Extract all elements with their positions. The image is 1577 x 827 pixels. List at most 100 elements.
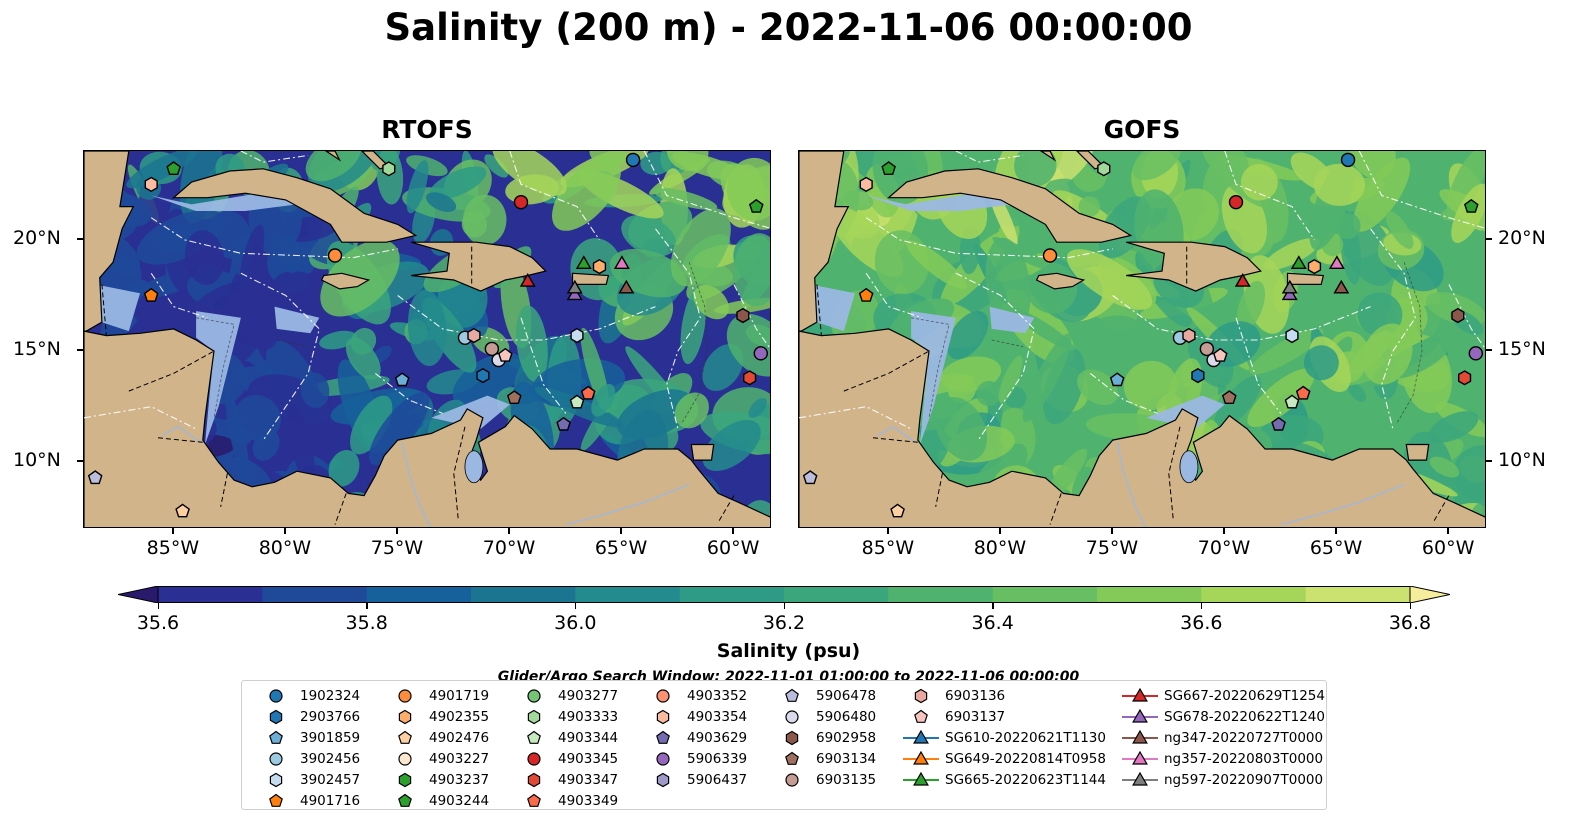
legend-label: 3902456 [300,751,361,767]
marker-rtofs-16[interactable] [753,346,768,361]
marker-gofs-1[interactable] [881,161,896,175]
colorbar-tick-label: 36.8 [1388,612,1432,634]
legend-label: 3902457 [300,772,361,788]
marker-gofs-30[interactable] [1281,286,1298,301]
marker-rtofs-4[interactable] [513,194,529,210]
marker-gofs-3[interactable] [859,176,873,193]
marker-rtofs-25[interactable] [175,503,190,518]
marker-gofs-12[interactable] [1285,327,1299,344]
marker-gofs-16[interactable] [1468,346,1483,361]
marker-rtofs-24[interactable] [87,470,103,485]
marker-gofs-2[interactable] [1097,161,1111,177]
marker-gofs-31[interactable] [1281,279,1298,294]
lat-tick-mark-rtofs [77,349,83,352]
marker-gofs-23[interactable] [1271,416,1286,431]
marker-rtofs-23[interactable] [556,416,571,431]
marker-rtofs-9[interactable] [736,307,750,324]
legend-label: 6903135 [816,772,877,788]
lon-tick-label-rtofs: 85°W [146,537,200,559]
hexagon-marker-icon [527,772,541,788]
marker-gofs-7[interactable] [858,287,874,302]
marker-gofs-26[interactable] [1290,255,1307,270]
legend-label: 4903352 [687,688,748,704]
marker-rtofs-17[interactable] [476,367,490,384]
lon-tick-label-gofs: 70°W [1197,537,1251,559]
marker-gofs-15[interactable] [1212,347,1228,362]
colorbar-tick-mark [157,603,159,609]
marker-gofs-0[interactable] [1340,152,1356,168]
colorbar-tick-mark [366,603,368,609]
marker-rtofs-19[interactable] [743,370,757,386]
marker-gofs-29[interactable] [1333,279,1350,294]
marker-gofs-5[interactable] [1463,198,1479,213]
marker-gofs-13[interactable] [1199,341,1215,357]
colorbar-tick-label: 35.6 [136,612,180,634]
marker-gofs-27[interactable] [1328,255,1345,270]
circle-marker-icon [398,752,412,766]
marker-gofs-17[interactable] [1191,367,1205,384]
hexagon-marker-icon [914,688,928,704]
legend-label: 5906478 [816,688,877,704]
marker-rtofs-22[interactable] [569,394,585,409]
marker-rtofs-11[interactable] [467,327,481,344]
colorbar-segment [262,586,368,603]
map-panel-rtofs[interactable] [83,150,771,528]
marker-gofs-28[interactable] [1234,272,1251,287]
lat-tick-mark-gofs [1486,460,1492,463]
colorbar-segment [1097,586,1202,603]
marker-rtofs-15[interactable] [497,347,513,362]
marker-gofs-18[interactable] [1109,372,1125,387]
marker-gofs-6[interactable] [1042,248,1058,263]
marker-gofs-21[interactable] [1221,390,1237,405]
marker-gofs-20[interactable] [1295,385,1311,400]
pentagon-marker-icon [527,730,541,744]
lat-tick-mark-gofs [1486,349,1492,352]
marker-rtofs-18[interactable] [394,372,410,387]
lon-tick-mark-rtofs [171,528,174,534]
lon-tick-label-gofs: 65°W [1309,537,1363,559]
lon-tick-mark-rtofs [283,528,286,534]
lon-tick-label-gofs: 75°W [1085,537,1139,559]
colorbar-segment [471,586,576,603]
marker-rtofs-2[interactable] [382,161,396,177]
marker-rtofs-5[interactable] [748,198,764,213]
marker-rtofs-26[interactable] [575,255,592,270]
marker-rtofs-30[interactable] [566,286,583,301]
lat-tick-label-rtofs: 20°N [13,226,61,249]
marker-rtofs-29[interactable] [618,279,635,294]
marker-rtofs-8[interactable] [592,258,607,275]
marker-rtofs-31[interactable] [566,279,583,294]
marker-gofs-19[interactable] [1458,370,1472,386]
marker-rtofs-12[interactable] [570,327,584,344]
marker-rtofs-1[interactable] [166,161,181,175]
marker-rtofs-6[interactable] [327,248,343,263]
marker-gofs-24[interactable] [802,470,818,485]
marker-rtofs-13[interactable] [484,341,500,357]
marker-gofs-22[interactable] [1284,394,1300,409]
lon-tick-mark-gofs [1446,528,1449,534]
marker-rtofs-7[interactable] [143,287,159,302]
marker-rtofs-28[interactable] [519,272,536,287]
marker-rtofs-0[interactable] [625,152,641,168]
marker-rtofs-27[interactable] [613,255,630,270]
marker-rtofs-3[interactable] [144,176,158,193]
lat-tick-label-gofs: 10°N [1498,449,1546,472]
colorbar-segment [1305,586,1411,603]
colorbar-extend-high [1409,586,1450,603]
legend-label: SG610-20220621T1130 [945,730,1106,746]
marker-rtofs-20[interactable] [580,385,596,400]
hexagon-marker-icon [269,709,283,725]
lat-tick-mark-rtofs [77,237,83,240]
marker-gofs-4[interactable] [1228,194,1244,210]
colorbar-tick-label: 36.4 [971,612,1014,634]
marker-gofs-11[interactable] [1182,327,1196,344]
map-panel-gofs[interactable] [798,150,1486,528]
legend-label: 4903629 [687,730,748,746]
marker-gofs-8[interactable] [1307,258,1322,275]
marker-gofs-9[interactable] [1451,307,1465,324]
legend-label: ng357-20220803T0000 [1164,751,1324,767]
hexagon-marker-icon [398,772,412,788]
marker-rtofs-21[interactable] [506,390,522,405]
marker-gofs-25[interactable] [890,503,905,518]
legend-label: 6903134 [816,751,877,767]
